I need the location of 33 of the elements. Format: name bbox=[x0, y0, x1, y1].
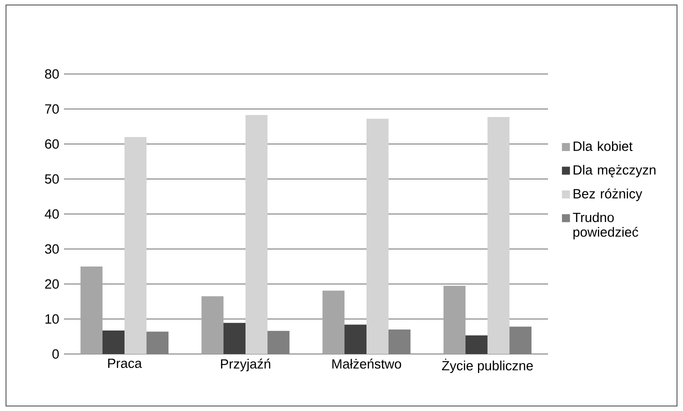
legend-label: Dla kobiet bbox=[574, 141, 633, 151]
bar bbox=[146, 332, 169, 354]
bar bbox=[124, 136, 147, 354]
y-tick-label: 30 bbox=[44, 244, 59, 254]
x-tick-label: Przyjaźń bbox=[221, 358, 270, 372]
y-tick-label: 0 bbox=[52, 349, 59, 359]
y-tick-label: 80 bbox=[45, 69, 59, 79]
bar bbox=[366, 118, 388, 354]
legend-label: Bez różnicy bbox=[574, 188, 642, 202]
x-tick-label: Praca bbox=[108, 358, 142, 368]
bar bbox=[80, 266, 103, 354]
bar bbox=[443, 286, 466, 354]
bar bbox=[465, 335, 488, 354]
legend-label: Dla mężczyzn bbox=[574, 164, 656, 178]
y-tick-label: 60 bbox=[45, 139, 59, 149]
legend-label: Trudno powiedzieć bbox=[572, 212, 638, 240]
bar bbox=[202, 296, 224, 354]
bar bbox=[344, 324, 366, 354]
bar bbox=[322, 290, 344, 354]
bar bbox=[509, 326, 532, 354]
y-tick-label: 20 bbox=[45, 279, 59, 289]
y-tick-label: 10 bbox=[45, 314, 59, 324]
x-tick-label: Małżeństwo bbox=[332, 358, 402, 369]
bar bbox=[224, 322, 246, 354]
bar bbox=[268, 330, 290, 354]
y-tick-label: 40 bbox=[44, 209, 59, 219]
x-tick-label: Życie publiczne bbox=[442, 358, 533, 374]
y-tick-label: 70 bbox=[45, 104, 59, 114]
y-tick-label: 50 bbox=[45, 174, 59, 184]
bar bbox=[487, 117, 510, 354]
bar bbox=[388, 329, 410, 354]
bar bbox=[102, 330, 125, 354]
bar bbox=[246, 114, 268, 354]
